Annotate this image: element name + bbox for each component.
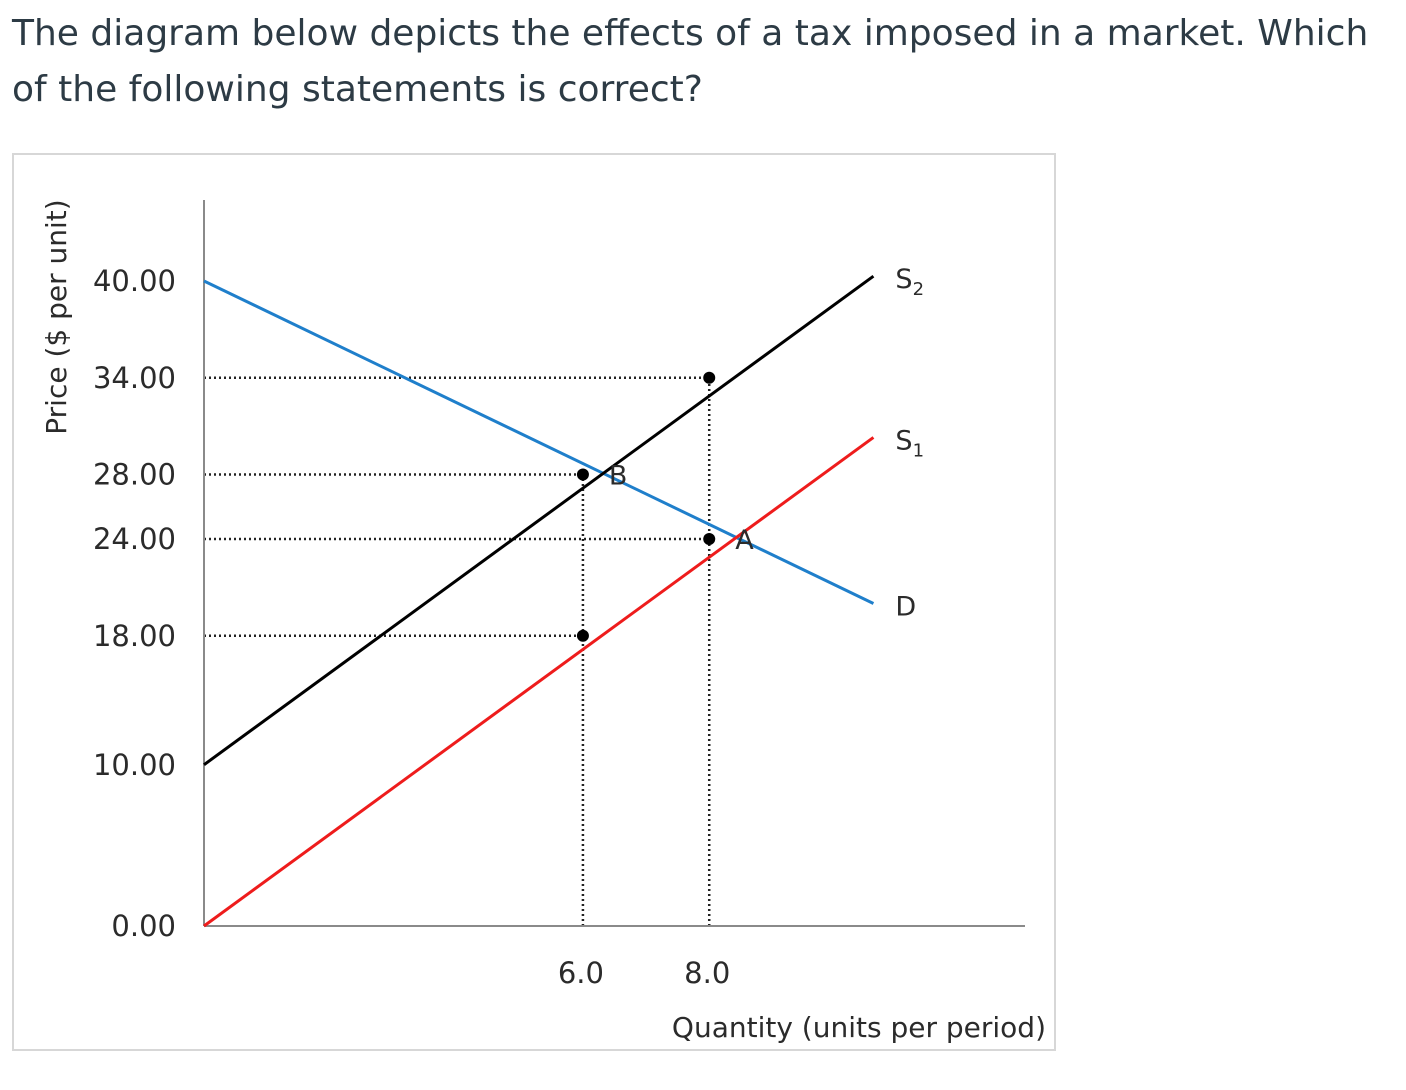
equilibrium-point-a [703,533,716,545]
x-tick-label: 8.0 [684,956,730,990]
y-tick-label: 10.00 [93,748,176,782]
y-tick-label: 34.00 [93,361,176,395]
x-axis-title: Quantity (units per period) [672,1011,1046,1044]
x-tick-label: 6.0 [558,956,604,990]
curve-s2 [203,274,875,766]
y-tick-labels: 40.00 34.00 28.00 24.00 18.00 10.00 0.00 [93,264,176,943]
curve-label-subscript: 2 [913,279,924,300]
point-label-a: A [735,525,754,556]
point-label-b: B [609,461,628,492]
equilibrium-point-b [576,468,589,481]
point-s2-q8 [703,371,716,384]
y-tick-label: 28.00 [93,458,176,492]
curves: D S1 S2 [203,264,924,928]
curve-label-s1: S1 [895,425,924,461]
point-s1-q6 [576,629,589,642]
y-axis-title: Price ($ per unit) [40,199,73,434]
curve-label-d: D [895,592,916,623]
y-tick-label: 0.00 [111,909,176,943]
reference-lines [204,376,711,926]
question-text: The diagram below depicts the effects of… [12,13,1369,110]
y-tick-label: 18.00 [93,619,176,653]
curve-s1 [203,436,875,928]
curve-d [203,279,875,605]
points: BA [576,371,754,642]
curve-label-s2: S2 [895,264,924,300]
y-tick-label: 24.00 [93,522,176,556]
curve-label-subscript: 1 [913,440,924,461]
x-tick-labels: 6.0 8.0 [558,956,730,990]
y-tick-label: 40.00 [93,264,176,298]
